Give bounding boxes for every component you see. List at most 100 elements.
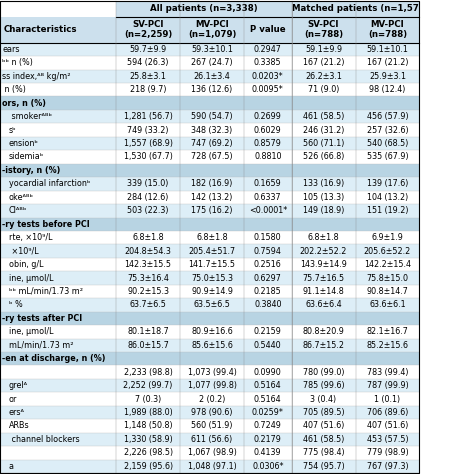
Text: 142.3±15.5: 142.3±15.5 bbox=[125, 260, 172, 269]
Text: 25.8±3.1: 25.8±3.1 bbox=[130, 72, 166, 81]
Text: 63.7±6.5: 63.7±6.5 bbox=[130, 301, 166, 310]
Bar bbox=[0, 379, 419, 392]
Text: 2,233 (98.8): 2,233 (98.8) bbox=[124, 368, 173, 377]
Text: okeᴬᴮᵇ: okeᴬᴮᵇ bbox=[9, 193, 34, 202]
Text: 7 (0.3): 7 (0.3) bbox=[135, 394, 161, 403]
Text: 0.8810: 0.8810 bbox=[254, 153, 282, 162]
Bar bbox=[0, 433, 419, 446]
Text: 167 (21.2): 167 (21.2) bbox=[303, 58, 344, 67]
Text: 26.2±3.1: 26.2±3.1 bbox=[305, 72, 342, 81]
Text: 0.5440: 0.5440 bbox=[254, 341, 282, 350]
Text: Matched patients (n=1,57: Matched patients (n=1,57 bbox=[292, 4, 419, 13]
Bar bbox=[292, 1, 419, 17]
Text: 63.6±6.4: 63.6±6.4 bbox=[305, 301, 342, 310]
Text: SV-PCI
(n=788): SV-PCI (n=788) bbox=[304, 20, 343, 39]
Bar bbox=[0, 298, 419, 312]
Text: yocardial infarctionᵇ: yocardial infarctionᵇ bbox=[9, 179, 90, 188]
Text: 787 (99.9): 787 (99.9) bbox=[366, 381, 409, 390]
Text: 25.9±3.1: 25.9±3.1 bbox=[369, 72, 406, 81]
Bar bbox=[0, 97, 419, 110]
Text: 71 (9.0): 71 (9.0) bbox=[308, 85, 339, 94]
Text: 0.2159: 0.2159 bbox=[254, 328, 282, 337]
Bar bbox=[0, 325, 419, 338]
Text: rte, ×10⁹/L: rte, ×10⁹/L bbox=[9, 233, 52, 242]
Text: All patients (n=3,338): All patients (n=3,338) bbox=[150, 4, 258, 13]
Text: -ry tests after PCI: -ry tests after PCI bbox=[2, 314, 82, 323]
Text: SV-PCI
(n=2,259): SV-PCI (n=2,259) bbox=[124, 20, 172, 39]
Text: 407 (51.6): 407 (51.6) bbox=[367, 421, 408, 430]
Bar bbox=[0, 137, 419, 150]
Text: 105 (13.3): 105 (13.3) bbox=[303, 193, 344, 202]
Text: channel blockers: channel blockers bbox=[9, 435, 79, 444]
Text: 348 (32.3): 348 (32.3) bbox=[191, 126, 233, 135]
Text: 218 (9.7): 218 (9.7) bbox=[130, 85, 166, 94]
Text: 780 (99.0): 780 (99.0) bbox=[303, 368, 344, 377]
Text: 0.6337: 0.6337 bbox=[254, 193, 282, 202]
Text: 0.3840: 0.3840 bbox=[254, 301, 282, 310]
Text: 6.9±1.9: 6.9±1.9 bbox=[372, 233, 403, 242]
Bar bbox=[0, 191, 419, 204]
Text: 82.1±16.7: 82.1±16.7 bbox=[366, 328, 409, 337]
Text: 284 (12.6): 284 (12.6) bbox=[128, 193, 169, 202]
Text: ss index,ᴬᴮ kg/m²: ss index,ᴬᴮ kg/m² bbox=[2, 72, 71, 81]
Text: 6.8±1.8: 6.8±1.8 bbox=[196, 233, 228, 242]
Text: 86.7±15.2: 86.7±15.2 bbox=[302, 341, 345, 350]
Text: 503 (22.3): 503 (22.3) bbox=[128, 206, 169, 215]
Text: 407 (51.6): 407 (51.6) bbox=[303, 421, 344, 430]
Text: 560 (71.1): 560 (71.1) bbox=[303, 139, 344, 148]
Text: 267 (24.7): 267 (24.7) bbox=[191, 58, 233, 67]
Bar bbox=[0, 312, 419, 325]
Text: 1,281 (56.7): 1,281 (56.7) bbox=[124, 112, 173, 121]
Text: 0.2516: 0.2516 bbox=[254, 260, 282, 269]
Bar bbox=[0, 365, 419, 379]
Text: 142 (13.2): 142 (13.2) bbox=[191, 193, 233, 202]
Bar bbox=[0, 1, 116, 17]
Text: 90.2±15.3: 90.2±15.3 bbox=[127, 287, 169, 296]
Text: ors, n (%): ors, n (%) bbox=[2, 99, 46, 108]
Text: or: or bbox=[9, 394, 17, 403]
Text: 6.8±1.8: 6.8±1.8 bbox=[132, 233, 164, 242]
Bar bbox=[0, 164, 419, 177]
Bar bbox=[0, 258, 419, 271]
Text: 0.2185: 0.2185 bbox=[254, 287, 282, 296]
Text: 202.2±52.2: 202.2±52.2 bbox=[300, 246, 347, 255]
Text: 6.8±1.8: 6.8±1.8 bbox=[308, 233, 339, 242]
Text: 560 (51.9): 560 (51.9) bbox=[191, 421, 233, 430]
Text: smokerᴬᴮᵇ: smokerᴬᴮᵇ bbox=[9, 112, 52, 121]
Text: 461 (58.5): 461 (58.5) bbox=[303, 112, 344, 121]
Text: 535 (67.9): 535 (67.9) bbox=[367, 153, 408, 162]
Text: ine, μmol/L: ine, μmol/L bbox=[9, 328, 53, 337]
Text: 1,048 (97.1): 1,048 (97.1) bbox=[188, 462, 237, 471]
Text: 2 (0.2): 2 (0.2) bbox=[199, 394, 225, 403]
Text: 2,252 (99.7): 2,252 (99.7) bbox=[123, 381, 173, 390]
Bar bbox=[0, 285, 419, 298]
Text: 747 (69.2): 747 (69.2) bbox=[191, 139, 233, 148]
Text: -istory, n (%): -istory, n (%) bbox=[2, 166, 61, 175]
Text: 1,557 (68.9): 1,557 (68.9) bbox=[124, 139, 173, 148]
Bar bbox=[116, 1, 292, 17]
Text: 0.7594: 0.7594 bbox=[254, 246, 282, 255]
Text: 978 (90.6): 978 (90.6) bbox=[191, 408, 233, 417]
Bar bbox=[0, 83, 419, 97]
Text: 540 (68.5): 540 (68.5) bbox=[367, 139, 408, 148]
Bar bbox=[0, 110, 419, 123]
Text: 0.2179: 0.2179 bbox=[254, 435, 282, 444]
Bar bbox=[0, 231, 419, 245]
Bar bbox=[0, 352, 419, 365]
Bar bbox=[0, 56, 419, 70]
Text: 1,330 (58.9): 1,330 (58.9) bbox=[124, 435, 173, 444]
Text: 59.3±10.1: 59.3±10.1 bbox=[191, 45, 233, 54]
Text: ears: ears bbox=[2, 45, 20, 54]
Text: 151 (19.2): 151 (19.2) bbox=[367, 206, 408, 215]
Text: sᵇ: sᵇ bbox=[9, 126, 16, 135]
Bar bbox=[0, 17, 419, 43]
Text: 59.1±10.1: 59.1±10.1 bbox=[366, 45, 409, 54]
Bar bbox=[0, 419, 419, 433]
Text: 2,226 (98.5): 2,226 (98.5) bbox=[124, 448, 173, 457]
Text: obin, g/L: obin, g/L bbox=[9, 260, 43, 269]
Text: 0.4139: 0.4139 bbox=[254, 448, 282, 457]
Text: ×10⁹/L: ×10⁹/L bbox=[9, 246, 38, 255]
Text: 453 (57.5): 453 (57.5) bbox=[367, 435, 408, 444]
Text: 3 (0.4): 3 (0.4) bbox=[310, 394, 337, 403]
Text: 0.6029: 0.6029 bbox=[254, 126, 282, 135]
